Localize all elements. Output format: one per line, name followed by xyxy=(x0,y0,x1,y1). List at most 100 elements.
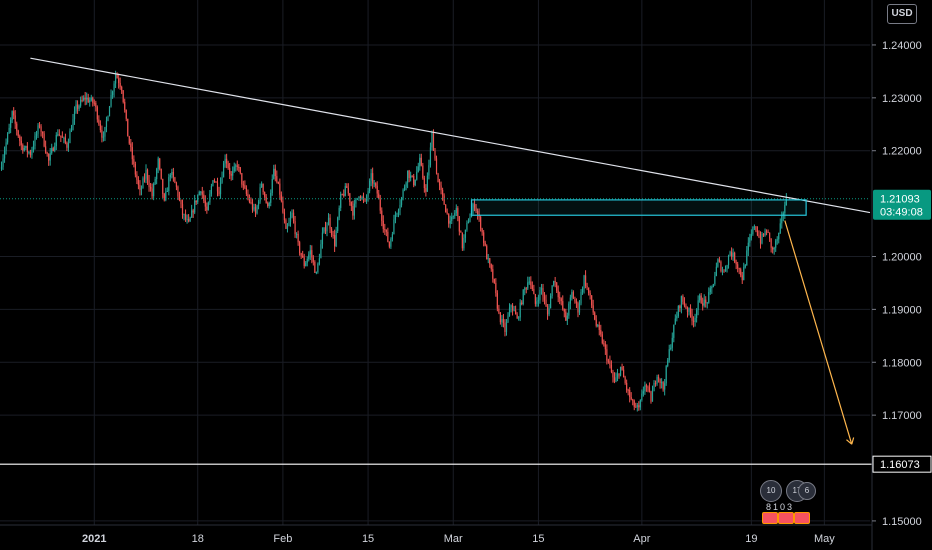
candle-body xyxy=(498,308,500,313)
candle-body xyxy=(139,185,141,190)
flag-icon[interactable] xyxy=(794,512,810,524)
candle-body xyxy=(551,285,553,296)
candle-body xyxy=(705,299,707,303)
candle-body xyxy=(367,191,369,197)
candle-body xyxy=(726,265,728,270)
candle-body xyxy=(317,263,319,273)
candle-body xyxy=(334,235,336,247)
candle-body xyxy=(753,226,756,228)
candle-body xyxy=(685,305,687,309)
candle-body xyxy=(338,207,340,218)
candle-body xyxy=(302,255,304,258)
candle-body xyxy=(294,221,296,235)
candle-body xyxy=(55,135,57,147)
candle-body xyxy=(343,194,345,196)
candle-body xyxy=(212,180,214,187)
candle-body xyxy=(10,120,12,128)
candle-body xyxy=(591,295,593,306)
candle-body xyxy=(108,106,111,117)
candle-body xyxy=(216,182,219,192)
candle-body xyxy=(204,200,206,207)
currency-button[interactable]: USD xyxy=(887,4,917,24)
candle-body xyxy=(527,282,529,289)
candle-body xyxy=(765,231,768,233)
candle-body xyxy=(463,237,465,249)
candle-body xyxy=(528,281,530,283)
candle-body xyxy=(181,204,184,215)
candle-body xyxy=(720,261,722,272)
candle-body xyxy=(502,318,505,324)
candle-body xyxy=(300,253,302,256)
candle-body xyxy=(700,295,702,304)
event-icon[interactable]: 10 xyxy=(760,480,782,502)
time-axis[interactable]: 2021 18 Feb 15 Mar 15 Apr 19 May xyxy=(0,524,872,545)
candle-body xyxy=(221,177,223,183)
candle-body xyxy=(11,111,13,121)
candle-body xyxy=(69,131,71,144)
candle-body xyxy=(160,168,162,179)
candle-body xyxy=(446,212,448,214)
candle-body xyxy=(752,227,754,235)
candle-body xyxy=(327,217,330,226)
candle-body xyxy=(589,292,591,296)
candle-body xyxy=(510,305,512,308)
candle-body xyxy=(277,181,279,184)
candle-body xyxy=(159,158,161,169)
candle-body xyxy=(639,400,641,408)
candle-body xyxy=(17,130,19,137)
candle-body xyxy=(536,301,538,304)
price-axis[interactable]: 1.24000 1.23000 1.22000 1.20000 1.19000 1.180… xyxy=(871,0,922,550)
candle-body xyxy=(19,136,21,141)
candle-body xyxy=(107,116,109,121)
candle-body xyxy=(623,369,625,378)
candle-body xyxy=(566,315,568,321)
x-tick-label: 18 xyxy=(192,533,204,545)
candle-body xyxy=(26,145,28,153)
candle-body xyxy=(110,94,112,107)
candle-body xyxy=(410,175,412,179)
economic-events[interactable]: 10 17 6 8103 xyxy=(760,480,822,524)
trendline xyxy=(30,57,871,214)
horizontal-line-label: 1.16073 xyxy=(880,459,920,471)
candle-body xyxy=(113,83,115,92)
candle-body xyxy=(673,324,675,338)
candle-body xyxy=(581,288,584,293)
candle-body xyxy=(543,296,546,300)
candle-body xyxy=(738,268,740,270)
candle-body xyxy=(429,147,432,166)
candle-body xyxy=(321,232,324,245)
candle-body xyxy=(516,314,518,318)
candle-body xyxy=(22,144,24,151)
candle-body xyxy=(3,150,6,159)
candle-body xyxy=(355,199,357,204)
candle-body xyxy=(191,210,193,218)
chart-grid xyxy=(0,0,870,525)
event-icon[interactable]: 6 xyxy=(798,482,816,500)
candle-body xyxy=(553,281,555,286)
candle-body xyxy=(746,250,748,266)
candle-body xyxy=(63,137,65,139)
candle-body xyxy=(201,191,203,195)
flag-icon[interactable] xyxy=(762,512,778,524)
candle-body xyxy=(233,166,235,172)
candle-body xyxy=(501,318,503,323)
candle-body xyxy=(289,217,292,222)
candle-body xyxy=(227,163,229,169)
x-tick-label: 19 xyxy=(745,533,757,545)
candle-body xyxy=(35,133,38,136)
candle-body xyxy=(674,318,676,325)
candle-body xyxy=(621,366,623,370)
candle-body xyxy=(57,134,59,136)
candle-body xyxy=(770,238,772,248)
candle-body xyxy=(353,203,355,216)
candle-body xyxy=(595,319,597,326)
candle-body xyxy=(619,366,622,376)
candle-body xyxy=(741,275,743,281)
candle-body xyxy=(473,204,476,208)
candle-body xyxy=(511,305,514,311)
candle-body xyxy=(346,186,348,188)
flag-icon[interactable] xyxy=(778,512,794,524)
candle-body xyxy=(692,320,695,322)
candle-body xyxy=(540,287,543,290)
